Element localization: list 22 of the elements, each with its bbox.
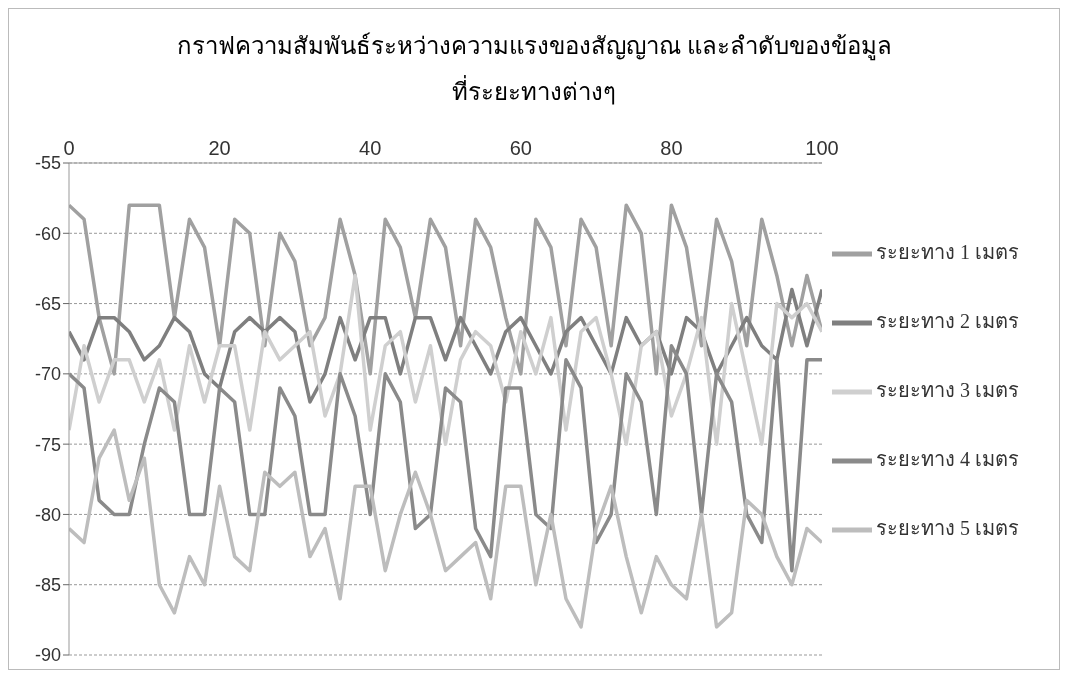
x-tick-label: 40 (359, 137, 382, 159)
y-tick-label: -90 (34, 645, 61, 666)
chart-title: กราฟความสัมพันธ์ระหว่างความแรงของสัญญาณ และลำดับของข้อมูล ที่ระยะทางต่างๆ (175, 31, 893, 107)
line-series (69, 273, 822, 446)
x-tick-label: 0 (63, 137, 75, 159)
y-tick-label: -55 (34, 153, 61, 174)
line-series (69, 428, 822, 629)
legend-label: ระยะทาง 5 เมตร (876, 516, 1019, 539)
y-tick-label: -60 (34, 223, 61, 244)
legend-label: ระยะทาง 3 เมตร (876, 378, 1019, 401)
y-tick-label: -75 (34, 434, 61, 455)
y-tick-label: -85 (34, 575, 61, 596)
x-tick-label: 20 (208, 137, 231, 159)
legend-label: ระยะทาง 4 เมตร (876, 447, 1019, 470)
x-tick-label: 80 (660, 137, 683, 159)
y-tick-label: -65 (34, 293, 61, 314)
x-tick-label: 100 (805, 137, 839, 159)
y-tick-label: -80 (34, 504, 61, 525)
legend-label: ระยะทาง 2 เมตร (876, 309, 1019, 332)
x-tick-label: 60 (509, 137, 532, 159)
legend-label: ระยะทาง 1 เมตร (876, 240, 1019, 263)
y-tick-label: -70 (34, 364, 61, 385)
